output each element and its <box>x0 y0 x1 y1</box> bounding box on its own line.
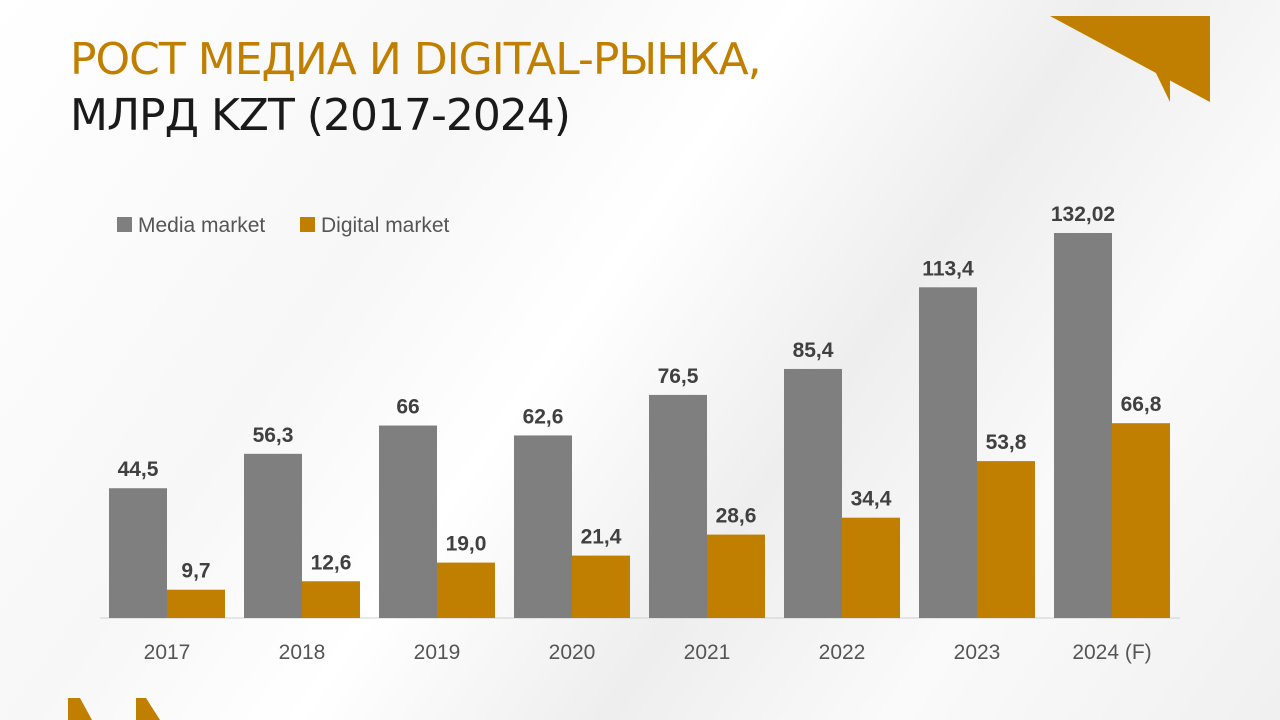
bar-digital-5 <box>842 517 900 618</box>
bar-digital-7 <box>1112 423 1170 618</box>
bar-media-6 <box>919 287 977 618</box>
data-label-digital-5: 34,4 <box>851 488 892 511</box>
deco-triangle-large <box>1050 16 1210 102</box>
decorative-corner-bottom-left <box>68 698 160 720</box>
bar-media-0 <box>109 488 167 618</box>
data-label-media-7: 132,02 <box>1051 203 1115 226</box>
x-tick-label-5: 2022 <box>819 641 866 664</box>
chart-title: РОСТ МЕДИА И DIGITAL-РЫНКА, МЛРД KZT (20… <box>70 32 762 144</box>
bar-digital-2 <box>437 562 495 618</box>
data-label-digital-2: 19,0 <box>446 533 487 556</box>
data-label-digital-0: 9,7 <box>181 560 210 583</box>
bar-digital-6 <box>977 461 1035 618</box>
bar-media-4 <box>649 394 707 618</box>
x-tick-label-6: 2023 <box>954 641 1001 664</box>
bar-digital-1 <box>302 581 360 618</box>
legend: Media market Digital market <box>117 214 450 237</box>
data-label-media-2: 66 <box>396 396 419 419</box>
data-label-media-6: 113,4 <box>922 257 974 280</box>
bar-digital-3 <box>572 555 630 618</box>
data-label-media-0: 44,5 <box>118 458 159 481</box>
deco-wedge-1 <box>68 698 92 720</box>
decorative-corner-top-right <box>1050 16 1210 102</box>
x-tick-label-3: 2020 <box>549 641 596 664</box>
data-label-media-4: 76,5 <box>658 365 699 388</box>
data-label-digital-3: 21,4 <box>581 526 622 549</box>
data-label-media-3: 62,6 <box>523 405 564 428</box>
data-label-digital-6: 53,8 <box>986 431 1027 454</box>
bar-media-5 <box>784 368 842 618</box>
bar-media-7 <box>1054 233 1112 618</box>
x-tick-label-2: 2019 <box>414 641 461 664</box>
x-tick-label-1: 2018 <box>279 641 326 664</box>
data-label-media-1: 56,3 <box>253 424 294 447</box>
x-tick-label-4: 2021 <box>684 641 731 664</box>
data-label-digital-7: 66,8 <box>1121 393 1162 416</box>
title-line-2: МЛРД KZT (2017-2024) <box>70 90 571 141</box>
bar-digital-4 <box>707 534 765 618</box>
legend-label-1: Media market <box>138 214 265 237</box>
legend-swatch-1 <box>117 217 132 232</box>
deco-triangle-small <box>1140 40 1170 102</box>
x-tick-label-7: 2024 (F) <box>1072 641 1151 664</box>
title-line-1: РОСТ МЕДИА И DIGITAL-РЫНКА, <box>70 34 762 85</box>
legend-label-2: Digital market <box>321 214 450 237</box>
legend-swatch-2 <box>300 217 315 232</box>
bar-digital-0 <box>167 589 225 618</box>
deco-wedge-2 <box>136 698 160 720</box>
x-tick-label-0: 2017 <box>144 641 191 664</box>
bar-media-1 <box>244 453 302 618</box>
bar-media-3 <box>514 435 572 618</box>
data-label-digital-1: 12,6 <box>311 551 352 574</box>
bar-chart: Media market Digital market 44,5 9,7 2017 56,… <box>100 203 1180 664</box>
bar-media-2 <box>379 425 437 618</box>
data-label-media-5: 85,4 <box>793 339 834 362</box>
data-label-digital-4: 28,6 <box>716 505 757 528</box>
